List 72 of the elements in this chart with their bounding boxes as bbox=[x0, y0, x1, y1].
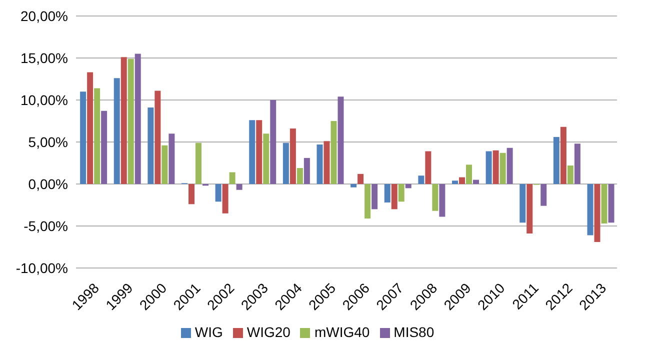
y-tick-label: -10,00% bbox=[16, 260, 68, 276]
bar bbox=[87, 72, 94, 184]
bar bbox=[391, 184, 398, 210]
bar bbox=[80, 92, 86, 184]
bar bbox=[188, 184, 194, 204]
bar bbox=[364, 184, 371, 218]
legend-label: WIG bbox=[194, 324, 223, 340]
bar bbox=[506, 148, 513, 184]
bar bbox=[405, 184, 412, 188]
bar bbox=[282, 142, 289, 184]
bar bbox=[101, 110, 108, 184]
legend-label: WIG20 bbox=[246, 324, 290, 340]
bar bbox=[432, 184, 438, 211]
legend-label: mWIG40 bbox=[314, 324, 370, 340]
bar bbox=[304, 158, 310, 184]
bar bbox=[608, 184, 614, 223]
bar bbox=[236, 184, 242, 190]
bar bbox=[439, 184, 446, 217]
bar bbox=[249, 120, 256, 184]
bar bbox=[601, 184, 608, 224]
bar bbox=[587, 184, 594, 236]
bar bbox=[384, 184, 390, 202]
bar bbox=[520, 184, 526, 223]
bar bbox=[263, 134, 270, 184]
bar bbox=[215, 184, 222, 202]
legend-label: MIS80 bbox=[394, 324, 434, 340]
bar bbox=[540, 184, 547, 206]
bar bbox=[358, 174, 364, 184]
bar bbox=[567, 166, 574, 184]
bar bbox=[162, 145, 168, 184]
y-tick-label: 20,00% bbox=[20, 8, 68, 24]
bar bbox=[316, 144, 323, 184]
bar bbox=[458, 177, 465, 184]
bar bbox=[338, 96, 344, 184]
y-tick-label: 5,00% bbox=[28, 134, 68, 150]
bar bbox=[553, 136, 560, 184]
y-tick-label: 0,00% bbox=[28, 176, 68, 192]
bar bbox=[372, 184, 378, 210]
bar bbox=[486, 151, 492, 184]
bar bbox=[270, 100, 276, 184]
bar bbox=[148, 108, 154, 184]
bar bbox=[195, 142, 202, 184]
y-tick-label: -5,00% bbox=[24, 218, 68, 234]
bar bbox=[425, 151, 432, 184]
bar bbox=[168, 134, 175, 184]
bar bbox=[452, 180, 458, 184]
bar bbox=[418, 176, 424, 184]
bar bbox=[324, 141, 330, 184]
bar bbox=[128, 58, 134, 184]
bar bbox=[94, 88, 100, 184]
bar bbox=[134, 54, 141, 184]
bar bbox=[229, 172, 236, 184]
bar bbox=[290, 128, 296, 184]
bar bbox=[492, 150, 499, 184]
bar bbox=[350, 184, 357, 188]
bar bbox=[256, 120, 262, 184]
bar bbox=[574, 144, 580, 184]
y-tick-label: 15,00% bbox=[20, 50, 68, 66]
y-tick-label: 10,00% bbox=[20, 92, 68, 108]
bar bbox=[154, 90, 161, 184]
bar bbox=[114, 78, 120, 184]
bar bbox=[472, 180, 479, 184]
bar bbox=[500, 152, 506, 184]
bar bbox=[222, 184, 228, 214]
bar bbox=[594, 184, 600, 242]
bar bbox=[330, 121, 337, 184]
bar bbox=[120, 57, 127, 184]
bar bbox=[560, 126, 566, 184]
bar bbox=[398, 184, 404, 202]
bar bbox=[296, 168, 303, 184]
bar bbox=[526, 184, 533, 234]
bar bbox=[466, 164, 472, 184]
